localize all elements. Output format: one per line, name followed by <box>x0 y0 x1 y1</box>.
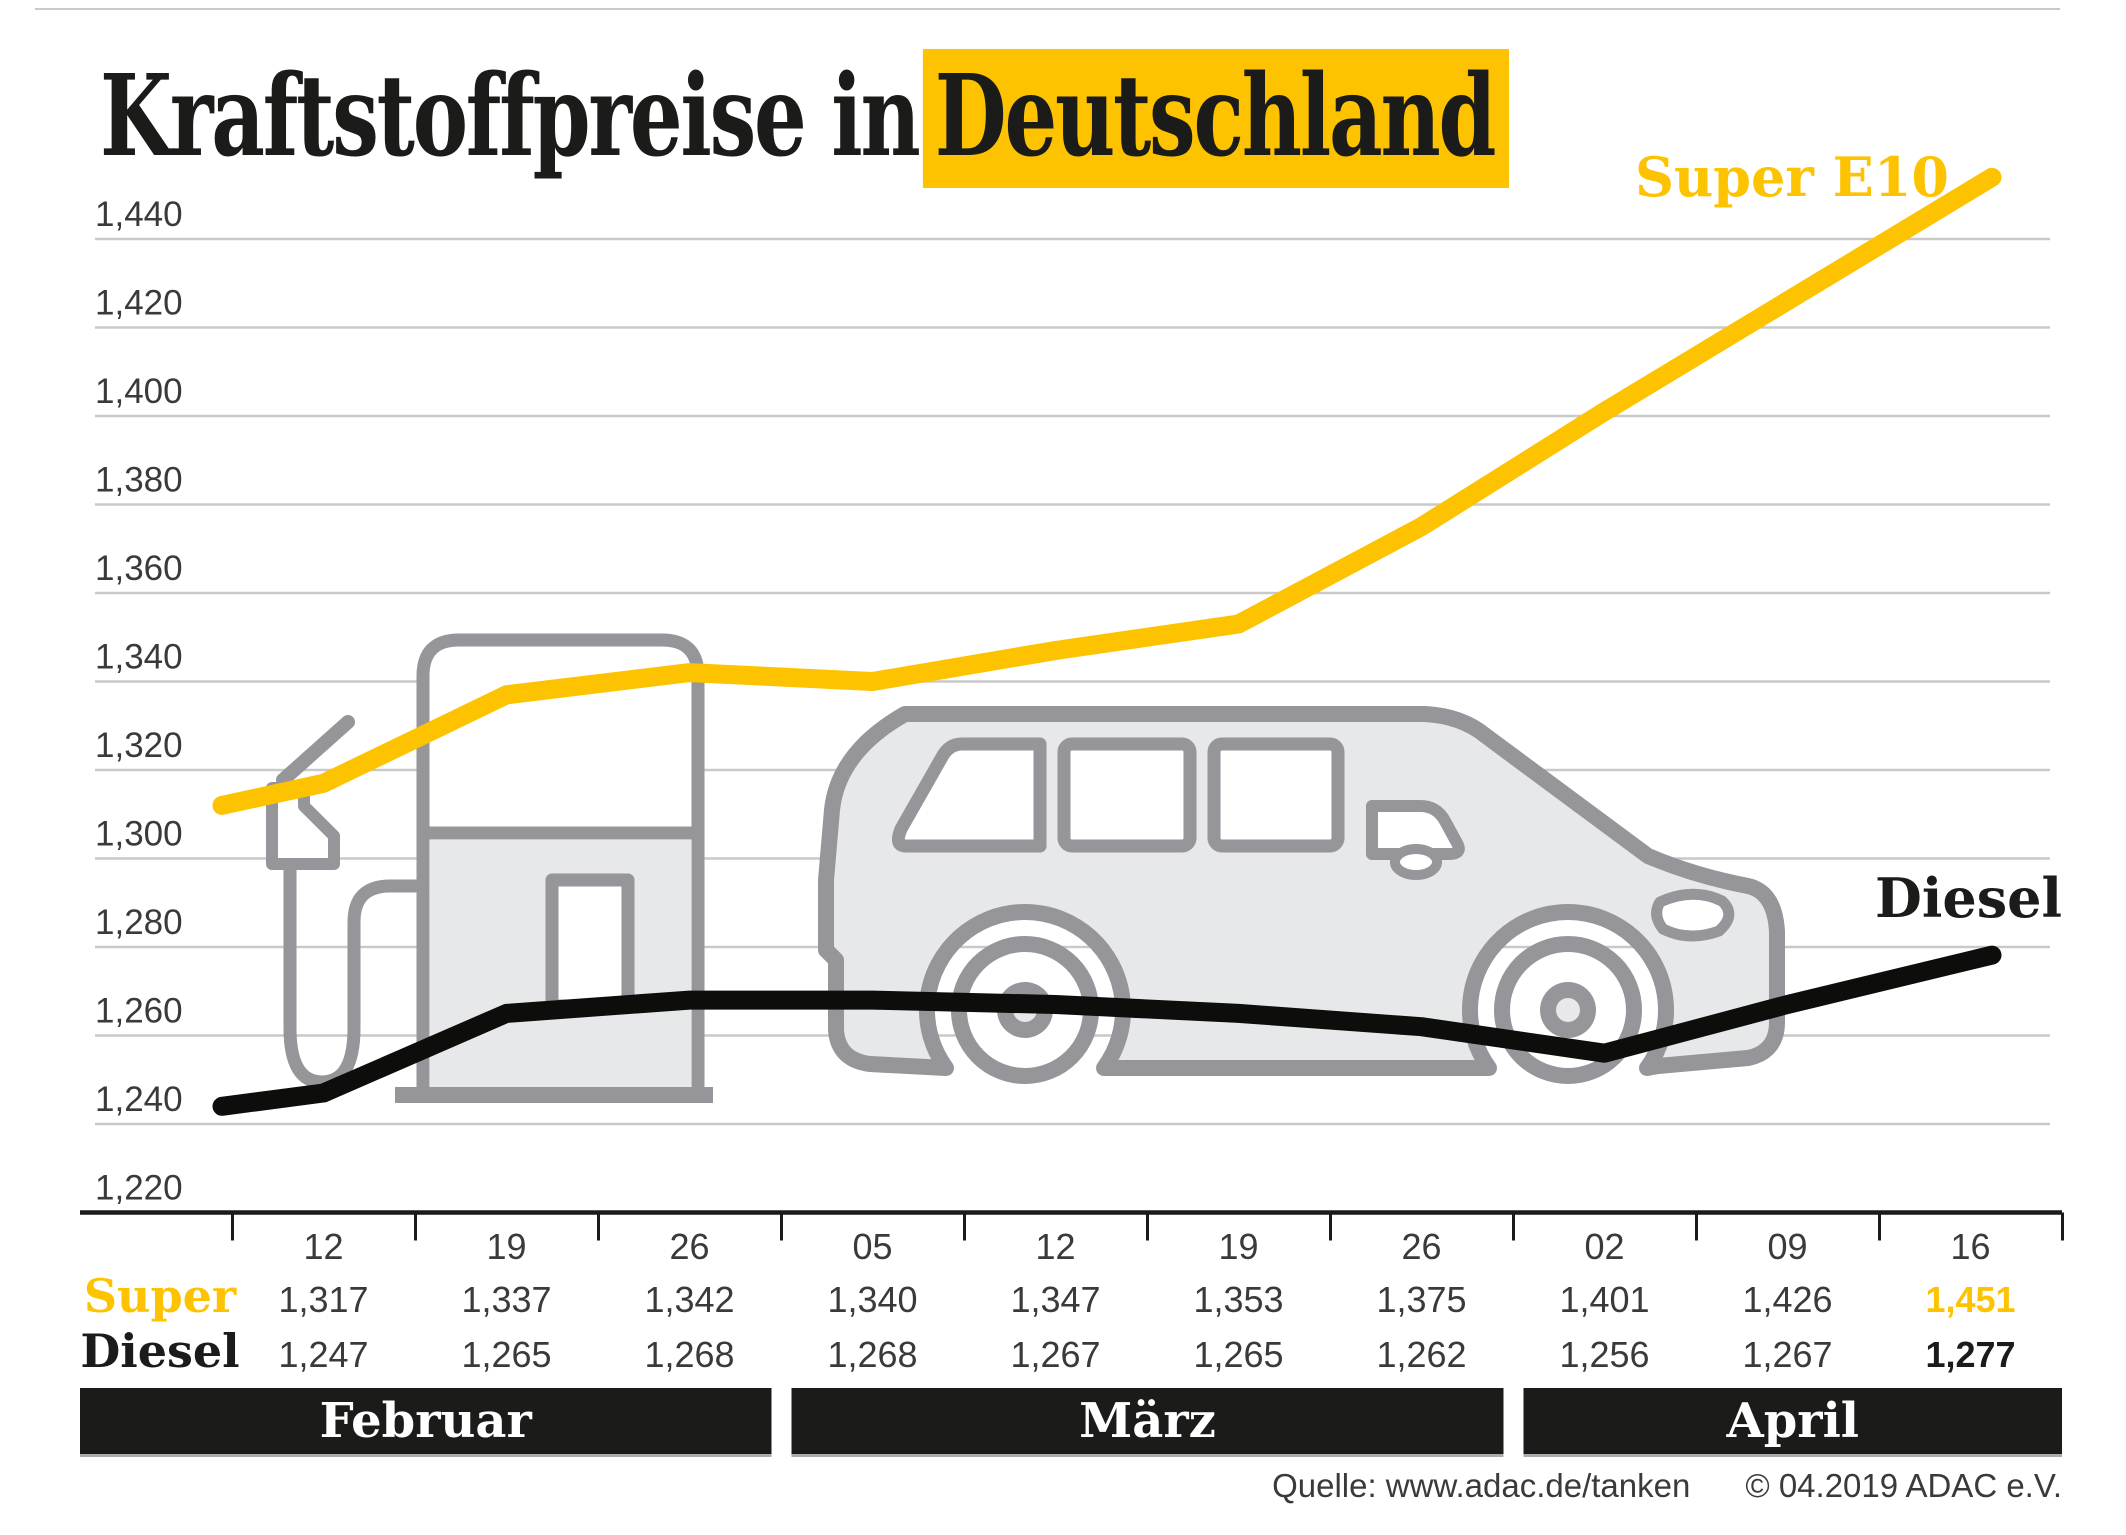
pump-nozzle-handle <box>276 715 355 787</box>
series-line-diesel <box>212 945 2002 1116</box>
pump-hose <box>283 859 430 1089</box>
x-axis <box>80 1210 2064 1241</box>
month-label: März <box>1079 1393 1216 1449</box>
diesel-value: 1,265 <box>1193 1334 1283 1375</box>
diesel-value: 1,247 <box>278 1334 368 1375</box>
month-label: April <box>1725 1393 1859 1449</box>
month-bar-shadow <box>791 1454 1504 1457</box>
month-bar <box>791 1388 1504 1454</box>
y-axis-label: 1,380 <box>95 461 183 500</box>
series-line-super-e10 <box>212 167 2002 815</box>
diesel-value: 1,267 <box>1742 1334 1832 1375</box>
car-window-mid2 <box>1207 737 1345 853</box>
super-value: 1,426 <box>1742 1279 1832 1320</box>
date-label: 26 <box>669 1226 709 1267</box>
date-label: 19 <box>1218 1226 1258 1267</box>
car-mirror <box>1390 844 1442 880</box>
y-axis-label: 1,280 <box>95 903 183 942</box>
row-label-diesel: Diesel <box>80 1324 239 1378</box>
super-e10-line-label: Super E10 <box>1635 145 1949 209</box>
pump-base <box>395 1087 713 1103</box>
top-divider <box>35 8 2060 10</box>
title-highlight: Deutschland <box>922 49 1510 188</box>
y-axis-label: 1,440 <box>95 195 183 234</box>
diesel-value: 1,256 <box>1559 1334 1649 1375</box>
month-label: Februar <box>320 1393 533 1449</box>
date-labels: 12 19 26 05 12 19 26 02 09 16 <box>303 1226 1990 1267</box>
date-label: 09 <box>1767 1226 1807 1267</box>
super-value: 1,375 <box>1376 1279 1466 1320</box>
super-value: 1,342 <box>644 1279 734 1320</box>
diesel-value: 1,268 <box>827 1334 917 1375</box>
y-axis-label: 1,240 <box>95 1080 183 1119</box>
super-value: 1,451 <box>1925 1279 2015 1320</box>
car-headlight <box>1651 888 1735 942</box>
price-table-values: 1,317 1,337 1,342 1,340 1,347 1,353 1,375 1,401… <box>278 1279 2015 1375</box>
fuel-pump-icon <box>266 633 713 1103</box>
diesel-value: 1,277 <box>1925 1334 2015 1375</box>
source-text: Quelle: www.adac.de/tanken <box>1272 1467 1690 1504</box>
date-label: 12 <box>1035 1226 1075 1267</box>
diesel-line-label: Diesel <box>1875 866 2062 930</box>
row-label-super: Super <box>84 1269 237 1323</box>
page-title: Kraftstoffpreise in Deutschland <box>100 49 1510 188</box>
super-value: 1,401 <box>1559 1279 1649 1320</box>
month-bar <box>80 1388 772 1454</box>
car-window-mid <box>1057 737 1197 853</box>
super-value: 1,337 <box>461 1279 551 1320</box>
date-label: 02 <box>1584 1226 1624 1267</box>
y-axis-label: 1,420 <box>95 284 183 323</box>
super-value: 1,347 <box>1010 1279 1100 1320</box>
diesel-value: 1,267 <box>1010 1334 1100 1375</box>
month-bar <box>1523 1388 2062 1454</box>
car-window-front <box>1366 800 1465 860</box>
diesel-value: 1,265 <box>461 1334 551 1375</box>
copyright-text: © 04.2019 ADAC e.V. <box>1745 1467 2062 1504</box>
diesel-value: 1,262 <box>1376 1334 1466 1375</box>
pump-door <box>545 873 635 1013</box>
y-axis-labels: 1,440 1,420 1,400 1,380 1,360 1,340 1,320 1,300… <box>95 195 183 1208</box>
date-label: 12 <box>303 1226 343 1267</box>
date-label: 16 <box>1950 1226 1990 1267</box>
title-plain: Kraftstoffpreise in <box>100 51 921 182</box>
month-bars: Februar März April <box>80 1388 2062 1457</box>
y-axis-label: 1,360 <box>95 549 183 588</box>
date-label: 05 <box>852 1226 892 1267</box>
y-axis-label: 1,320 <box>95 726 183 765</box>
date-label: 19 <box>486 1226 526 1267</box>
super-value: 1,317 <box>278 1279 368 1320</box>
series-lines <box>212 167 2002 1116</box>
month-bar-shadow <box>1523 1454 2062 1457</box>
diesel-value: 1,268 <box>644 1334 734 1375</box>
super-value: 1,340 <box>827 1279 917 1320</box>
y-axis-label: 1,220 <box>95 1169 183 1208</box>
date-label: 26 <box>1401 1226 1441 1267</box>
car-window-rear <box>891 737 1047 853</box>
super-value: 1,353 <box>1193 1279 1283 1320</box>
y-axis-label: 1,340 <box>95 638 183 677</box>
month-bar-shadow <box>80 1454 772 1457</box>
source-line: Quelle: www.adac.de/tanken © 04.2019 ADAC… <box>1272 1467 2062 1504</box>
y-axis-label: 1,400 <box>95 372 183 411</box>
y-axis-label: 1,260 <box>95 992 183 1031</box>
y-axis-label: 1,300 <box>95 815 183 854</box>
